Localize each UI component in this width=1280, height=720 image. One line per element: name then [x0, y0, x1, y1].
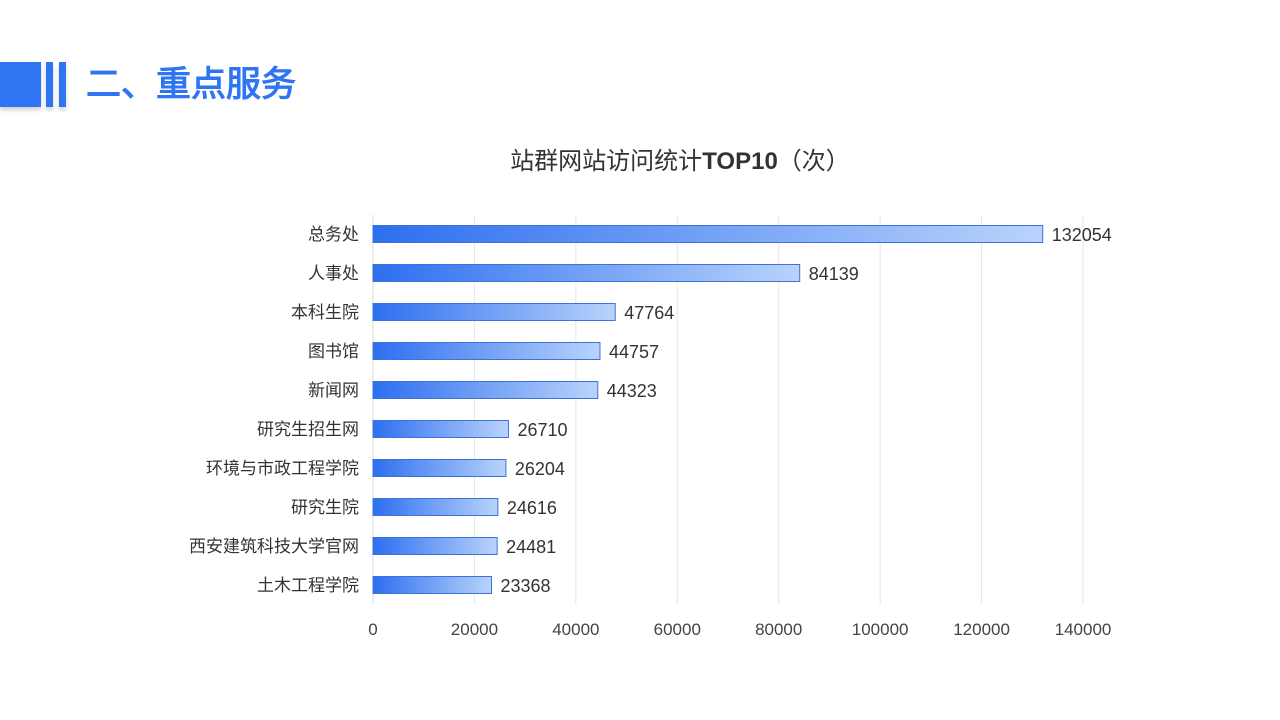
chart-title-unit: （次） [777, 147, 850, 175]
x-tick-label: 60000 [654, 620, 701, 639]
data-label: 26710 [517, 420, 567, 440]
header-accent-bar [46, 62, 53, 107]
bar [372, 381, 599, 399]
labels: 0 20000 40000 60000 80000 100000 120000 140000 总… [189, 225, 1112, 639]
data-label: 24481 [506, 537, 556, 557]
bar [372, 303, 616, 321]
data-label: 47764 [624, 303, 674, 323]
data-label: 132054 [1052, 225, 1112, 245]
category-label: 土木工程学院 [257, 576, 359, 596]
data-label: 24616 [507, 498, 557, 518]
category-label: 人事处 [308, 264, 359, 284]
bar [372, 459, 507, 477]
x-tick-label: 120000 [953, 620, 1010, 639]
bar [372, 498, 499, 516]
bar [372, 225, 1044, 243]
x-tick-label: 0 [368, 620, 377, 639]
bar [372, 264, 801, 282]
x-tick-label: 20000 [451, 620, 498, 639]
chart-title-bold: TOP10 [702, 148, 778, 175]
data-label: 44757 [609, 342, 659, 362]
chart-title: 站群网站访问统计TOP10（次） [0, 141, 1280, 176]
category-label: 研究生招生网 [257, 420, 359, 440]
category-label: 图书馆 [308, 342, 359, 362]
header-accent-bar [59, 62, 66, 107]
x-tick-label: 140000 [1055, 620, 1112, 639]
data-label: 44323 [607, 381, 657, 401]
page-title: 二、重点服务 [86, 65, 297, 105]
bar [372, 576, 493, 594]
category-label: 新闻网 [308, 381, 359, 401]
data-label: 23368 [501, 576, 551, 596]
category-label: 总务处 [308, 225, 359, 245]
category-label: 本科生院 [291, 303, 359, 323]
bar [372, 537, 498, 555]
category-label: 西安建筑科技大学官网 [189, 537, 359, 557]
category-label: 环境与市政工程学院 [206, 459, 359, 479]
header-accent-block [0, 62, 41, 107]
x-tick-label: 80000 [755, 620, 802, 639]
chart-title-main: 站群网站访问统计 [510, 147, 703, 175]
data-label: 84139 [809, 264, 859, 284]
x-tick-label: 40000 [552, 620, 599, 639]
bars [372, 225, 1044, 594]
data-label: 26204 [515, 459, 565, 479]
category-label: 研究生院 [291, 498, 359, 518]
section-header: 二、重点服务 [0, 62, 400, 110]
x-tick-label: 100000 [852, 620, 909, 639]
bar [372, 420, 509, 438]
bar [372, 342, 601, 360]
